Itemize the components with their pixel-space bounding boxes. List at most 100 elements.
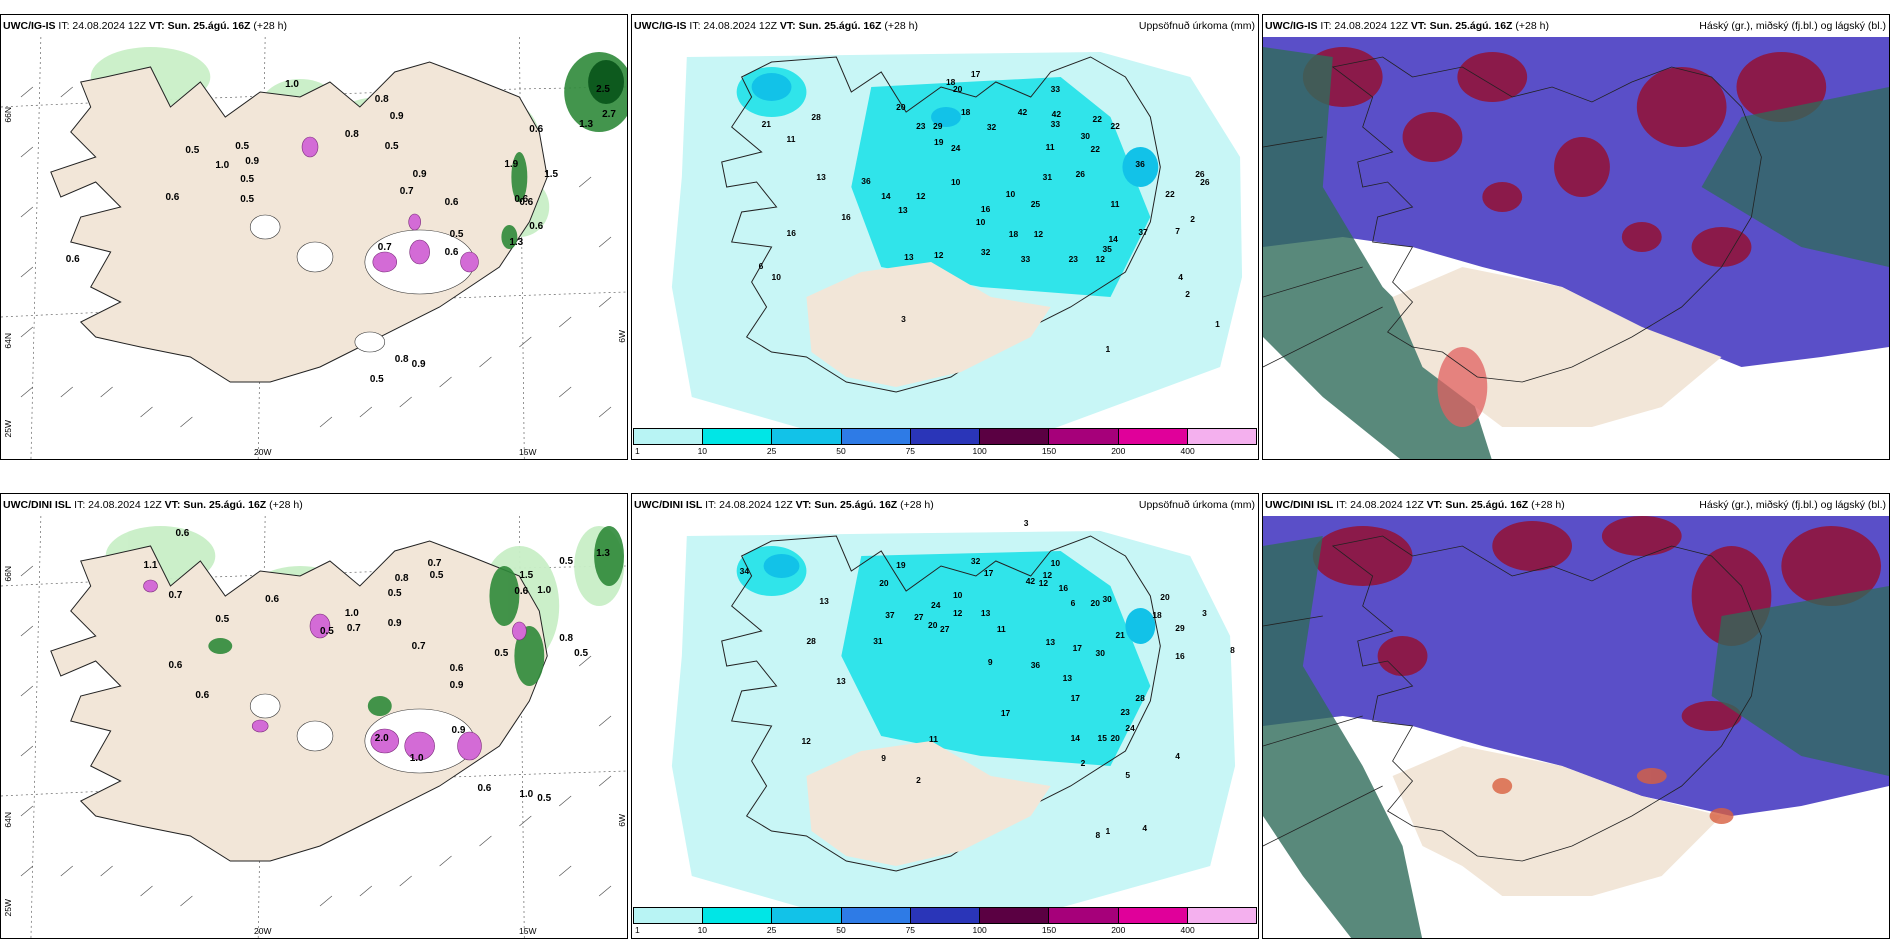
map-value: 18 — [946, 77, 956, 87]
map-value: 7 — [1175, 226, 1180, 236]
map-value: 20 — [879, 578, 889, 588]
map-value: 2.0 — [375, 733, 389, 744]
map-value: 0.6 — [477, 783, 491, 794]
map-value: 1.1 — [144, 560, 158, 571]
map-value: 26 — [1195, 169, 1205, 179]
map-value: 12 — [1043, 570, 1053, 580]
panel-igis-clouds: UWC/IG-IS IT: 24.08.2024 12Z VT: Sun. 25… — [1262, 14, 1890, 460]
init-time: IT: 24.08.2024 12Z — [1320, 20, 1408, 32]
colorbar-tick: 400 — [1180, 925, 1195, 935]
map-value: 23 — [1069, 254, 1079, 264]
map-value: 27 — [914, 612, 924, 622]
map-value: 17 — [1001, 708, 1011, 718]
map-value: 2 — [916, 775, 921, 785]
map-value: 22 — [1091, 144, 1101, 154]
map-value: 0.9 — [452, 725, 466, 736]
map-value: 0.6 — [445, 197, 459, 208]
map-value: 0.7 — [412, 641, 426, 652]
map-value: 1.9 — [504, 159, 518, 170]
map-value: 20 — [1091, 598, 1101, 608]
panel-header: UWC/IG-IS IT: 24.08.2024 12Z VT: Sun. 25… — [1263, 15, 1889, 37]
map-value: 0.6 — [529, 221, 543, 232]
map-value: 1 — [1105, 826, 1110, 836]
map-value: 4 — [1142, 823, 1147, 833]
valid-label: VT: — [1426, 499, 1443, 511]
map-value: 0.7 — [400, 186, 414, 197]
colorbar-tick: 75 — [905, 925, 916, 935]
map-value: 8 — [1096, 830, 1101, 840]
map-value: 1.5 — [544, 169, 558, 180]
map-value: 10 — [951, 177, 961, 187]
map-value: 1.0 — [345, 608, 359, 619]
map-value: 20 — [928, 620, 938, 630]
colorbar-cell — [910, 429, 981, 444]
panel-igis-wind: UWC/IG-IS IT: 24.08.2024 12Z VT: Sun. 25… — [0, 14, 628, 460]
map-value: 22 — [1093, 114, 1103, 124]
model-name: UWC/DINI ISL — [1265, 499, 1334, 511]
colorbar-tick: 100 — [972, 925, 987, 935]
model-name: UWC/IG-IS — [3, 20, 56, 32]
map-value: 0.6 — [66, 254, 80, 265]
map-value: 22 — [1165, 189, 1175, 199]
map-value: 9 — [881, 753, 886, 763]
map-precip: 17 18 20 33 42 22 28 21 11 20 23 29 18 3… — [632, 37, 1258, 459]
map-value: 13 — [1046, 637, 1056, 647]
colorbar-cell — [1118, 908, 1188, 923]
map-value: 32 — [971, 556, 981, 566]
iceland-landmass — [721, 56, 1161, 393]
map-value: 1.3 — [579, 119, 593, 130]
map-value: 16 — [1175, 651, 1185, 661]
map-value: 0.6 — [175, 528, 189, 539]
map-value: 0.5 — [320, 626, 334, 637]
map-value: 1 — [1215, 319, 1220, 329]
iceland-landmass — [50, 61, 548, 383]
map-value: 0.8 — [395, 573, 409, 584]
map-value: 0.6 — [450, 663, 464, 674]
map-value: 24 — [1125, 723, 1135, 733]
map-value: 33 — [1021, 254, 1031, 264]
map-value: 0.5 — [370, 374, 384, 385]
map-value: 34 — [740, 566, 750, 576]
map-value: 11 — [1110, 199, 1119, 209]
valid-label: VT: — [795, 499, 812, 511]
map-value: 21 — [1115, 630, 1125, 640]
map-value: 15 — [1098, 733, 1108, 743]
lead-time: (+28 h) — [269, 499, 303, 511]
map-value: 0.5 — [385, 141, 399, 152]
map-value: 0.8 — [559, 633, 573, 644]
map-value: 0.5 — [235, 141, 249, 152]
map-value: 0.7 — [378, 242, 392, 253]
map-value: 0.5 — [185, 145, 199, 156]
colorbar-tick: 200 — [1111, 446, 1126, 456]
map-value: 1.0 — [519, 789, 533, 800]
colorbar-cell — [841, 908, 911, 923]
map-value: 0.5 — [559, 556, 573, 567]
colorbar-tick: 75 — [905, 446, 916, 456]
map-wind-precip: 1.0 0.8 0.9 0.5 0.9 0.5 1.0 0.5 0.6 0.5 … — [1, 37, 627, 459]
lat-label-66: 66N — [3, 107, 13, 123]
map-value: 12 — [1039, 578, 1049, 588]
map-value: 5 — [1125, 770, 1130, 780]
map-value: 13 — [836, 676, 846, 686]
model-name: UWC/DINI ISL — [3, 499, 72, 511]
map-value: 6 — [1071, 598, 1076, 608]
precip-colorbar: 1 10 25 50 75 100 150 200 400 — [633, 428, 1257, 456]
map-clouds — [1263, 37, 1889, 459]
lead-time: (+28 h) — [900, 499, 934, 511]
colorbar-tick: 50 — [836, 925, 846, 935]
lon-label-6: 6W — [617, 814, 627, 827]
map-value: 11 — [997, 624, 1006, 634]
lon-label-25: 25W — [3, 420, 13, 438]
map-value: 17 — [984, 568, 994, 578]
map-value: 0.6 — [195, 690, 209, 701]
map-value: 0.9 — [390, 111, 404, 122]
valid-time: Sun. 25.ágú. 16Z — [798, 20, 882, 32]
map-value: 0.5 — [450, 229, 464, 240]
lon-label-20: 20W — [254, 926, 272, 936]
map-value: 33 — [1051, 84, 1061, 94]
map-value: 6 — [759, 261, 764, 271]
lon-label-25: 25W — [3, 899, 13, 917]
colorbar-cell — [1187, 908, 1256, 923]
lead-time: (+28 h) — [884, 20, 918, 32]
valid-time: Sun. 25.ágú. 16Z — [1429, 20, 1513, 32]
